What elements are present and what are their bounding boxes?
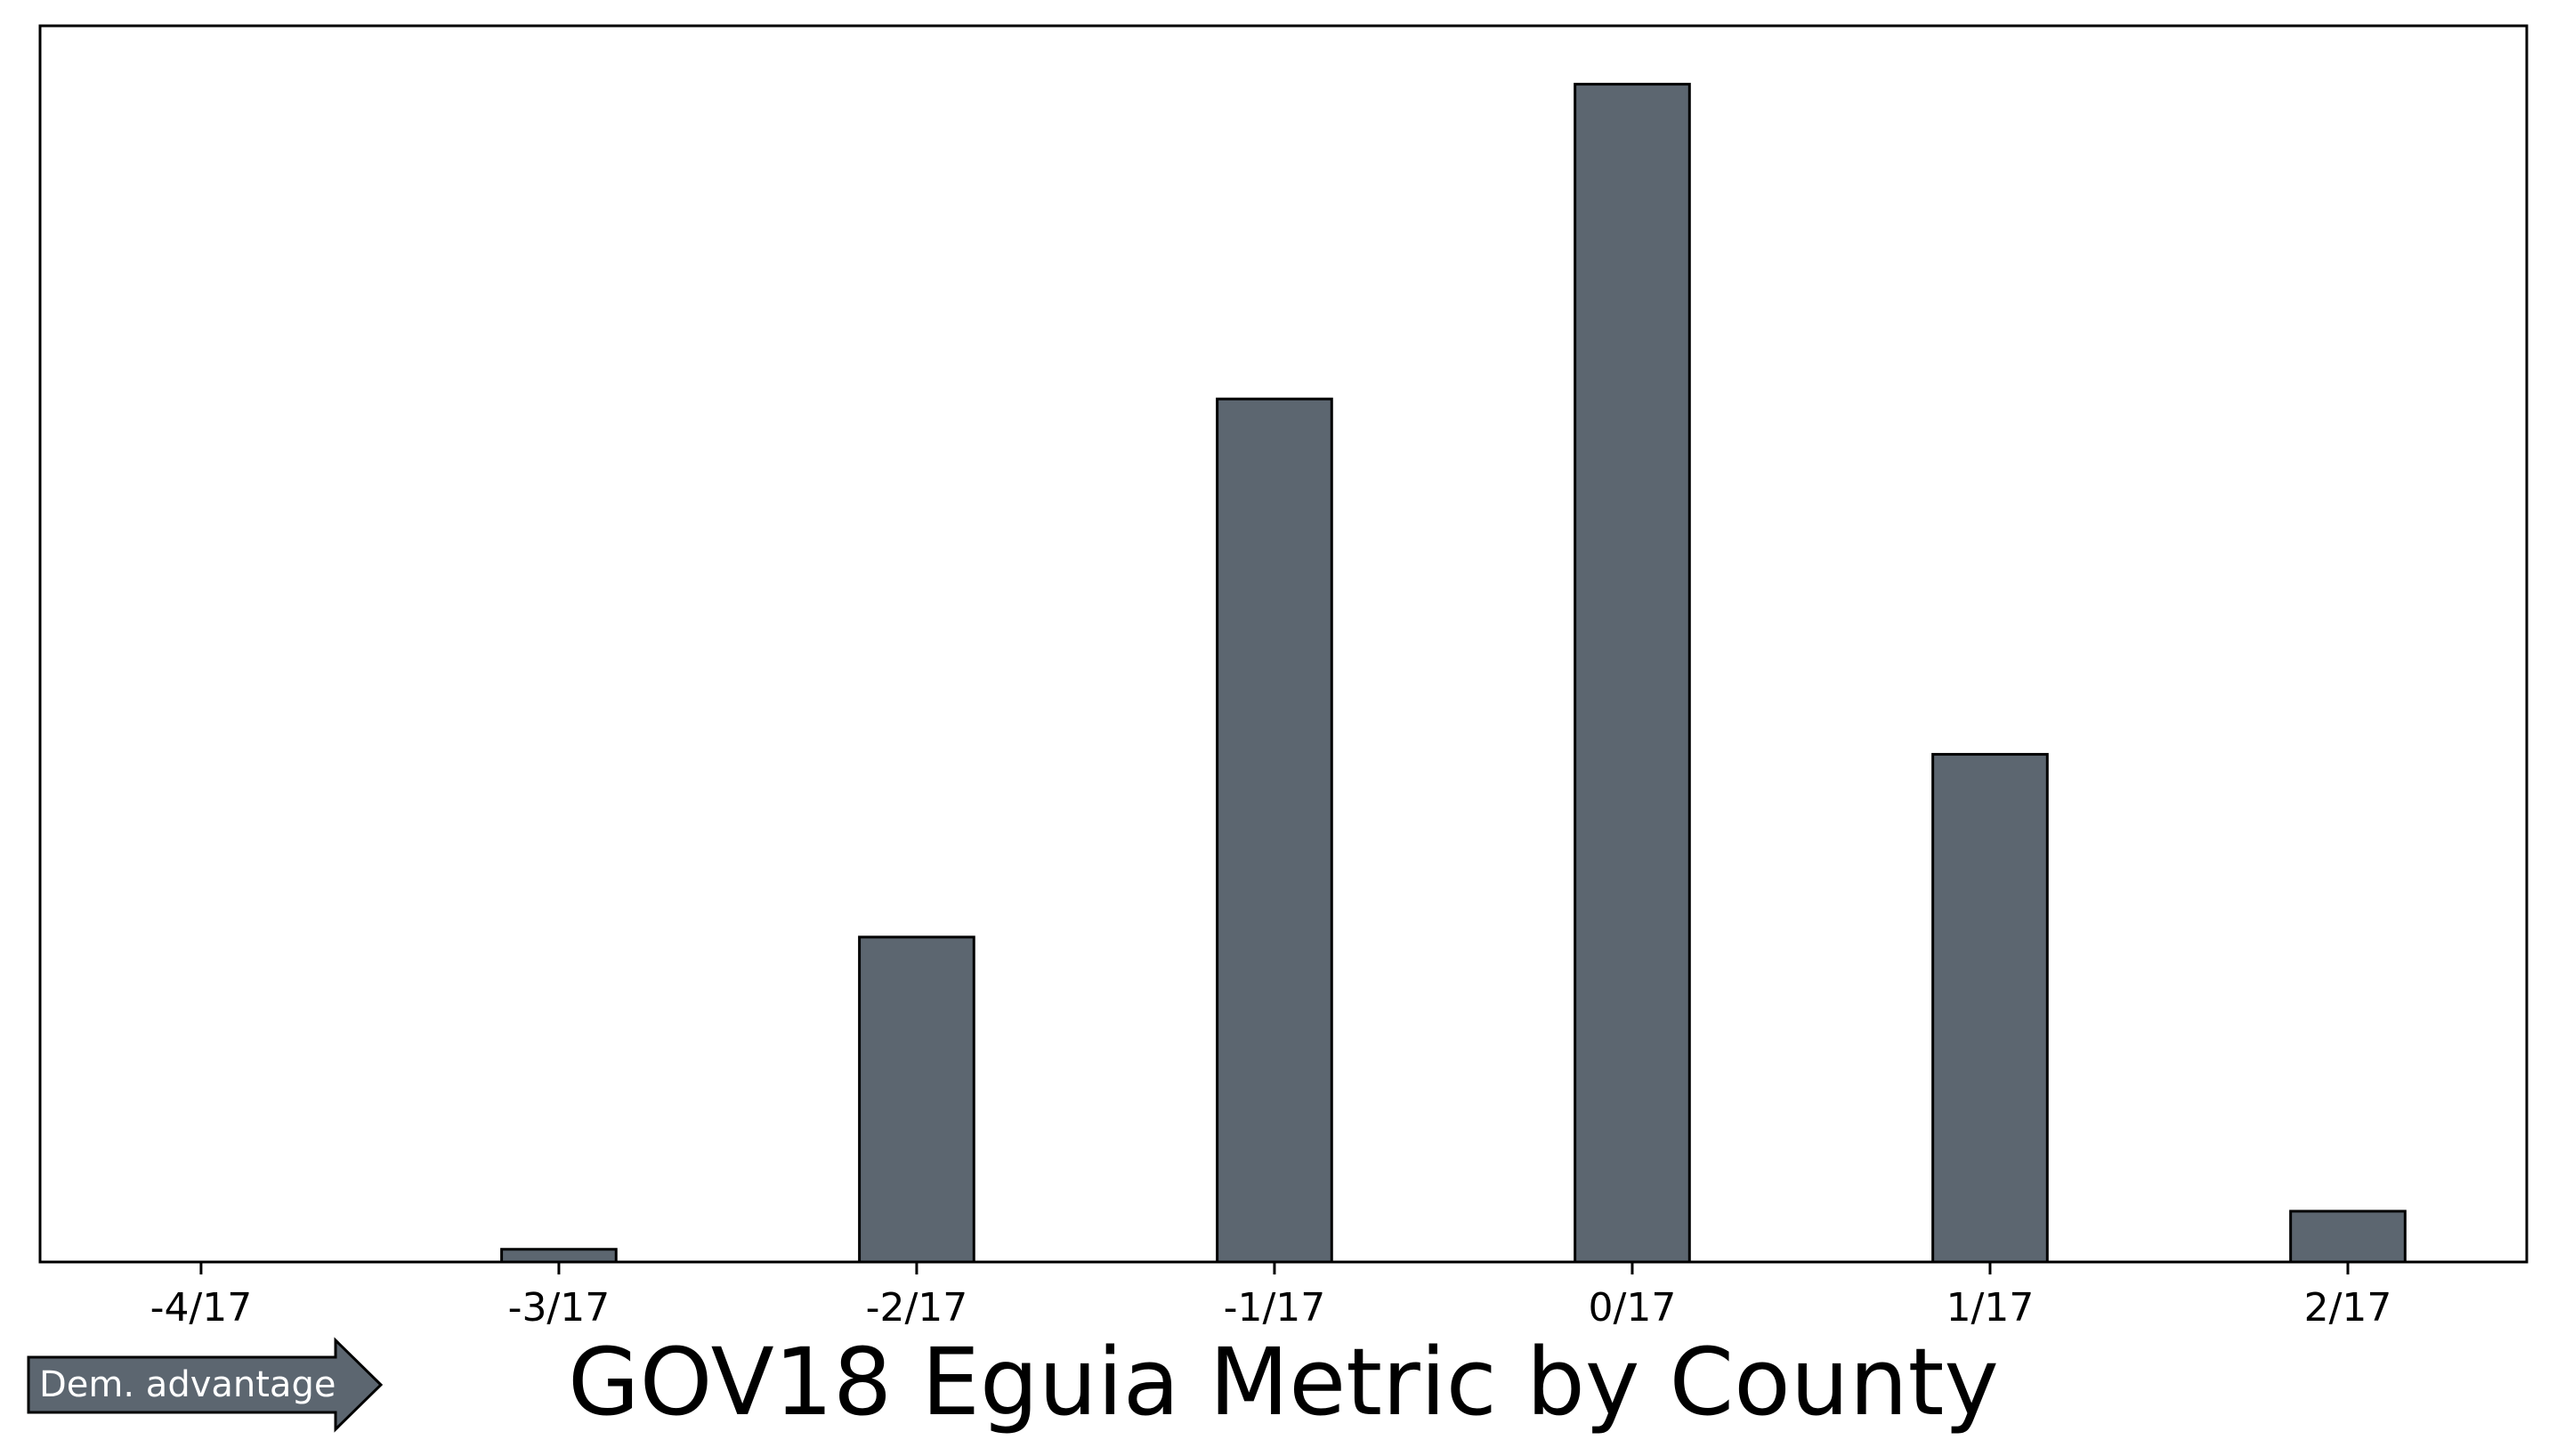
x-tick-label: -2/17: [866, 1285, 968, 1331]
arrow-label: Dem. advantage: [39, 1364, 336, 1405]
x-tick-label: -1/17: [1224, 1285, 1326, 1331]
bar: [1216, 397, 1333, 1264]
arrow-shape: [27, 1337, 384, 1433]
bar: [500, 1248, 618, 1264]
bar: [2289, 1209, 2407, 1264]
bars-group: [500, 83, 2407, 1264]
bar: [1931, 753, 2049, 1264]
x-ticks-group: -4/17 -3/17 -2/17 -1/17 0/17 1/17 2/17: [150, 1262, 2392, 1331]
bar: [1574, 83, 1691, 1264]
x-tick-label: -3/17: [508, 1285, 611, 1331]
bar: [858, 935, 975, 1264]
dem-advantage-arrow: Dem. advantage: [27, 1337, 384, 1433]
x-tick-label: -4/17: [150, 1285, 253, 1331]
x-tick-label: 0/17: [1589, 1285, 1677, 1331]
x-tick-label: 2/17: [2304, 1285, 2392, 1331]
plot-frame: [38, 24, 2529, 1264]
x-tick-label: 1/17: [1946, 1285, 2035, 1331]
chart-title: GOV18 Eguia Metric by County: [568, 1328, 1999, 1436]
